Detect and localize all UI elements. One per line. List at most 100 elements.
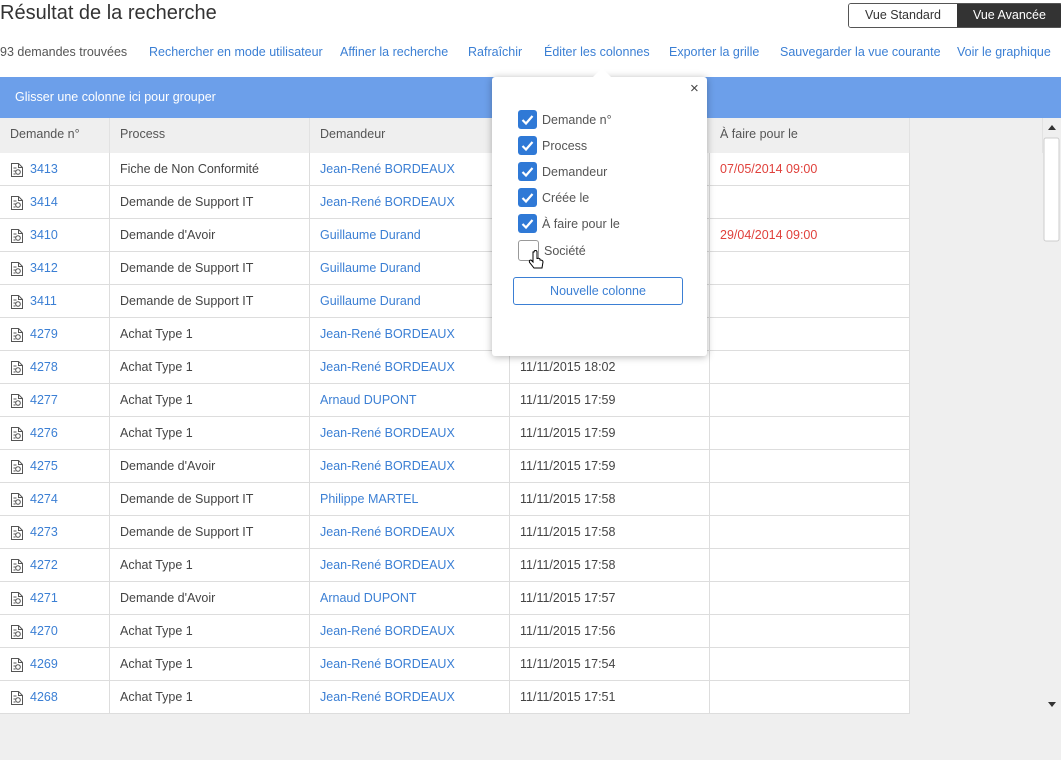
- cell-text[interactable]: 3412: [30, 261, 58, 275]
- cell-text[interactable]: Jean-René BORDEAUX: [320, 624, 455, 638]
- cell-text[interactable]: 4276: [30, 426, 58, 440]
- cell-text[interactable]: 4272: [30, 558, 58, 572]
- grid-cell[interactable]: 4272: [0, 549, 110, 582]
- column-option[interactable]: Demande n°: [518, 110, 612, 129]
- cell-text[interactable]: 4277: [30, 393, 58, 407]
- cell-text[interactable]: Jean-René BORDEAUX: [320, 690, 455, 704]
- grid-cell[interactable]: 3410: [0, 219, 110, 252]
- cell-text[interactable]: Jean-René BORDEAUX: [320, 657, 455, 671]
- grid-cell[interactable]: Guillaume Durand: [310, 219, 510, 252]
- cell-text[interactable]: Jean-René BORDEAUX: [320, 360, 455, 374]
- cell-text[interactable]: Jean-René BORDEAUX: [320, 459, 455, 473]
- cell-text[interactable]: 4273: [30, 525, 58, 539]
- cell-text[interactable]: Arnaud DUPONT: [320, 591, 417, 605]
- grid-cell[interactable]: Jean-René BORDEAUX: [310, 351, 510, 384]
- grid-cell[interactable]: Philippe MARTEL: [310, 483, 510, 516]
- grid-cell[interactable]: 4269: [0, 648, 110, 681]
- grid-cell[interactable]: Jean-René BORDEAUX: [310, 318, 510, 351]
- grid-cell[interactable]: 4279: [0, 318, 110, 351]
- cell-text[interactable]: 4279: [30, 327, 58, 341]
- grid-cell[interactable]: 4275: [0, 450, 110, 483]
- grid-cell[interactable]: 4271: [0, 582, 110, 615]
- grid-cell[interactable]: Jean-René BORDEAUX: [310, 186, 510, 219]
- column-header[interactable]: Process: [110, 118, 310, 153]
- cell-text[interactable]: Jean-René BORDEAUX: [320, 195, 455, 209]
- column-header[interactable]: Demandeur: [310, 118, 510, 153]
- checkbox[interactable]: [518, 110, 537, 129]
- grid-cell[interactable]: Jean-René BORDEAUX: [310, 615, 510, 648]
- cell-text[interactable]: 4278: [30, 360, 58, 374]
- grid-cell[interactable]: 4276: [0, 417, 110, 450]
- column-option[interactable]: Créée le: [518, 188, 589, 207]
- cell-text[interactable]: 4275: [30, 459, 58, 473]
- cell-text: Demande d'Avoir: [120, 459, 216, 473]
- cell-text: 11/11/2015 18:02: [520, 360, 616, 374]
- cell-text[interactable]: Guillaume Durand: [320, 294, 421, 308]
- cell-text[interactable]: Arnaud DUPONT: [320, 393, 417, 407]
- cell-text[interactable]: Jean-René BORDEAUX: [320, 162, 455, 176]
- cell-text[interactable]: Jean-René BORDEAUX: [320, 558, 455, 572]
- grid-cell[interactable]: 4277: [0, 384, 110, 417]
- column-option[interactable]: Demandeur: [518, 162, 607, 181]
- grid-cell[interactable]: Jean-René BORDEAUX: [310, 450, 510, 483]
- grid-cell[interactable]: 3412: [0, 252, 110, 285]
- cell-text[interactable]: 4268: [30, 690, 58, 704]
- grid-cell[interactable]: 4268: [0, 681, 110, 714]
- grid-cell[interactable]: 4273: [0, 516, 110, 549]
- grid-cell[interactable]: 3414: [0, 186, 110, 219]
- cell-text[interactable]: Jean-René BORDEAUX: [320, 426, 455, 440]
- row-background: [0, 219, 910, 252]
- cell-text[interactable]: 4274: [30, 492, 58, 506]
- view-button[interactable]: Vue Avancée: [956, 4, 1061, 27]
- cell-text[interactable]: Philippe MARTEL: [320, 492, 419, 506]
- grid-cell[interactable]: 4270: [0, 615, 110, 648]
- cell-text[interactable]: Guillaume Durand: [320, 261, 421, 275]
- grid-cell[interactable]: Guillaume Durand: [310, 252, 510, 285]
- column-header[interactable]: Demande n°: [0, 118, 110, 153]
- new-column-button[interactable]: Nouvelle colonne: [513, 277, 683, 305]
- column-header[interactable]: À faire pour le: [710, 118, 910, 153]
- cell-text[interactable]: 4271: [30, 591, 58, 605]
- close-button[interactable]: ×: [690, 80, 699, 97]
- checkbox[interactable]: [518, 188, 537, 207]
- checkbox[interactable]: [518, 136, 537, 155]
- grid-cell[interactable]: Guillaume Durand: [310, 285, 510, 318]
- toolbar-link[interactable]: Éditer les colonnes: [544, 45, 650, 59]
- grid-cell[interactable]: Jean-René BORDEAUX: [310, 516, 510, 549]
- grid-cell[interactable]: 4278: [0, 351, 110, 384]
- cell-text[interactable]: Jean-René BORDEAUX: [320, 327, 455, 341]
- grid-cell[interactable]: Arnaud DUPONT: [310, 384, 510, 417]
- grid-cell[interactable]: Jean-René BORDEAUX: [310, 648, 510, 681]
- cell-text[interactable]: Jean-René BORDEAUX: [320, 525, 455, 539]
- toolbar-link[interactable]: Affiner la recherche: [340, 45, 449, 59]
- cell-text[interactable]: Guillaume Durand: [320, 228, 421, 242]
- toolbar-link[interactable]: Rechercher en mode utilisateur: [149, 45, 323, 59]
- grid-cell[interactable]: Arnaud DUPONT: [310, 582, 510, 615]
- column-option[interactable]: À faire pour le: [518, 214, 620, 233]
- toolbar-link[interactable]: Voir le graphique: [957, 45, 1051, 59]
- column-option[interactable]: Process: [518, 136, 587, 155]
- view-button[interactable]: Vue Standard: [849, 4, 957, 27]
- grid-cell[interactable]: 3411: [0, 285, 110, 318]
- grid-cell[interactable]: Jean-René BORDEAUX: [310, 417, 510, 450]
- grid-cell[interactable]: Jean-René BORDEAUX: [310, 549, 510, 582]
- cell-text[interactable]: 4269: [30, 657, 58, 671]
- grid-cell[interactable]: Jean-René BORDEAUX: [310, 153, 510, 186]
- document-icon: [11, 624, 23, 639]
- cell-text[interactable]: 3410: [30, 228, 58, 242]
- grid-cell[interactable]: 3413: [0, 153, 110, 186]
- grid-cell: Demande d'Avoir: [110, 582, 310, 615]
- cell-text[interactable]: 4270: [30, 624, 58, 638]
- cell-text: 11/11/2015 17:56: [520, 624, 616, 638]
- toolbar-link[interactable]: Exporter la grille: [669, 45, 760, 59]
- checkbox[interactable]: [518, 214, 537, 233]
- toolbar-link[interactable]: Sauvegarder la vue courante: [780, 45, 941, 59]
- checkbox[interactable]: [518, 162, 537, 181]
- scrollbar[interactable]: [1043, 118, 1061, 715]
- cell-text[interactable]: 3414: [30, 195, 58, 209]
- toolbar-link[interactable]: Rafraîchir: [468, 45, 523, 59]
- grid-cell[interactable]: Jean-René BORDEAUX: [310, 681, 510, 714]
- grid-cell[interactable]: 4274: [0, 483, 110, 516]
- cell-text[interactable]: 3411: [30, 294, 57, 308]
- cell-text[interactable]: 3413: [30, 162, 58, 176]
